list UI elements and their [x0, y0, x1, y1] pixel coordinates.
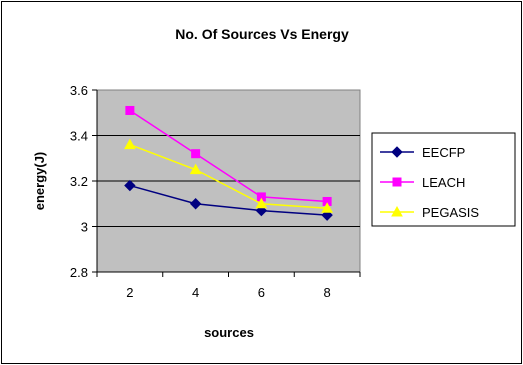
data-point — [124, 179, 136, 192]
y-tick-label: 2.8 — [70, 265, 88, 280]
series-line — [129, 184, 328, 216]
y-axis-label: energy(J) — [32, 152, 47, 211]
x-tick-label: 4 — [192, 285, 199, 300]
series-leach — [125, 105, 332, 206]
data-point — [189, 163, 202, 175]
series-layer — [124, 105, 333, 221]
legend: EECFP LEACH PEGASIS — [371, 132, 516, 227]
data-point — [189, 198, 202, 210]
data-point — [191, 149, 201, 159]
y-tick-label: 3.2 — [70, 174, 88, 189]
legend-label: PEGASIS — [422, 205, 479, 220]
legend-label: EECFP — [422, 145, 465, 160]
legend-marker — [391, 146, 403, 158]
legend-marker — [392, 177, 402, 187]
legend-label: LEACH — [422, 175, 465, 190]
y-axis: 2.8 3 3.2 3.4 3.6 — [70, 83, 98, 280]
x-tick-label: 8 — [324, 285, 331, 300]
x-axis: 2 4 6 8 — [96, 271, 361, 300]
legend-marker — [391, 205, 403, 217]
y-tick-label: 3.4 — [70, 129, 88, 144]
data-point — [124, 138, 136, 150]
x-axis-label: sources — [204, 325, 254, 340]
chart-title: No. Of Sources Vs Energy — [175, 26, 349, 42]
x-tick-label: 6 — [258, 285, 265, 300]
data-point — [255, 197, 268, 209]
series-line — [129, 143, 328, 210]
series-pegasis — [124, 138, 333, 213]
x-tick-label: 2 — [126, 285, 133, 300]
data-point — [125, 105, 135, 115]
y-tick-label: 3 — [81, 220, 88, 235]
gridlines — [97, 135, 360, 227]
y-tick-label: 3.6 — [70, 83, 88, 98]
series-line — [129, 109, 328, 203]
data-point — [321, 202, 333, 213]
